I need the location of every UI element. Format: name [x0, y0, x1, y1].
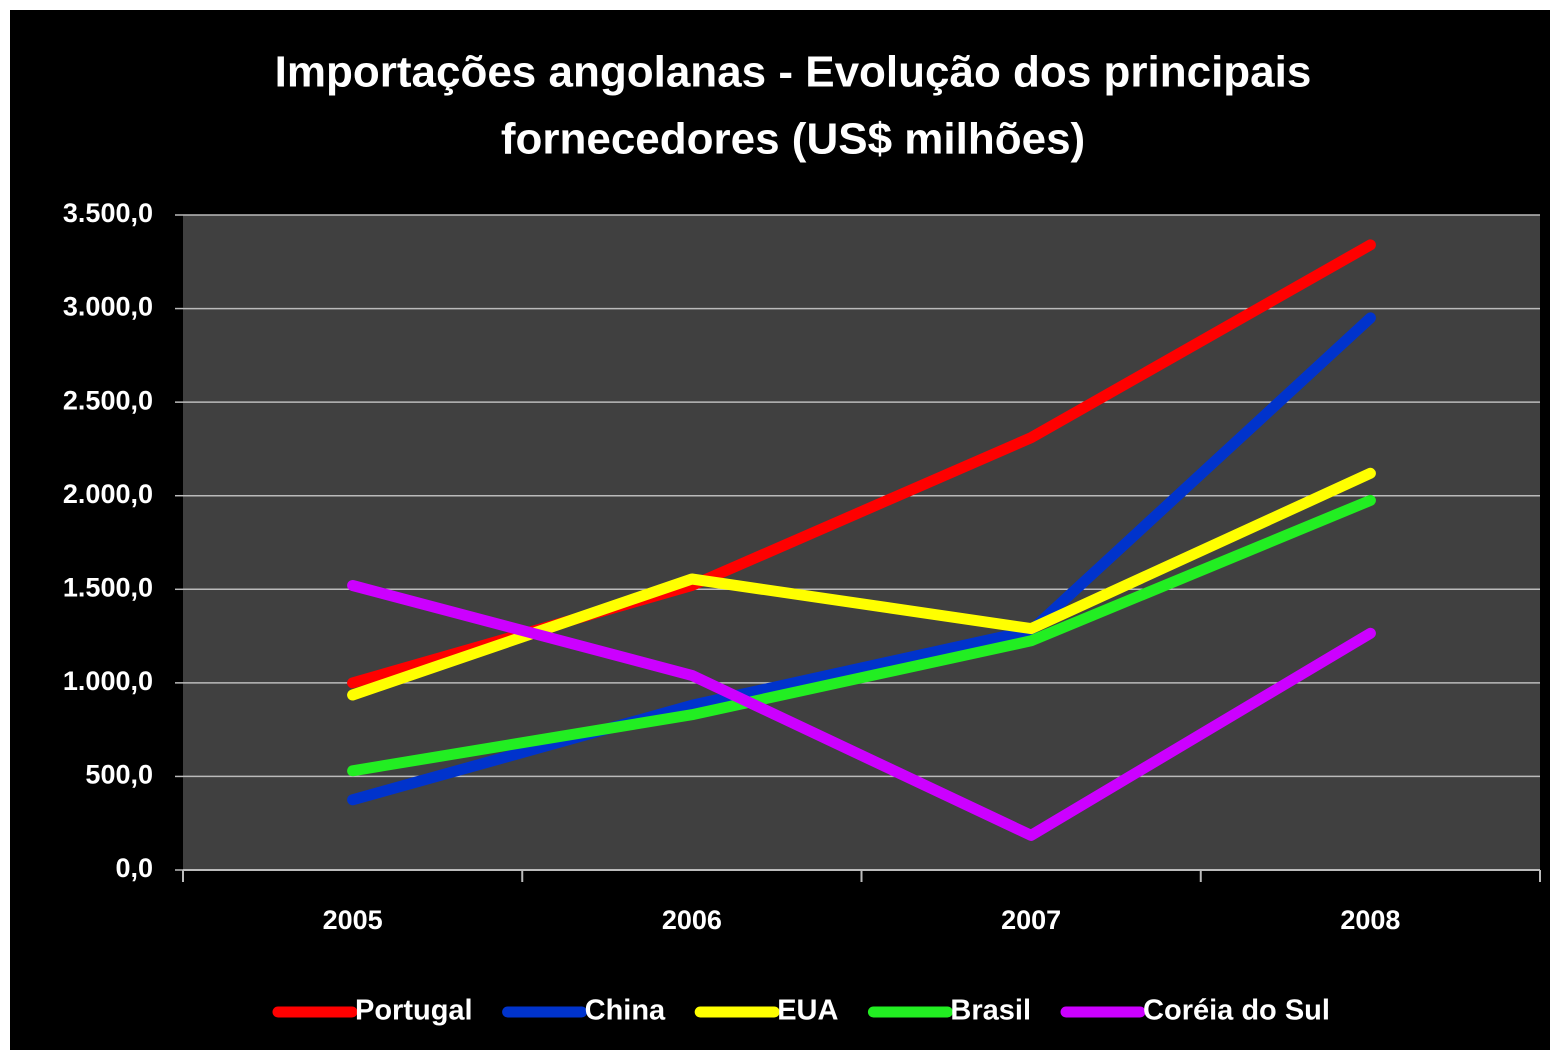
chart-title: Importações angolanas - Evolução dos pri…	[275, 48, 1312, 97]
x-tick-label: 2006	[662, 905, 722, 935]
y-tick-label: 3.500,0	[63, 198, 153, 228]
plot-area	[183, 215, 1540, 870]
legend-label: China	[585, 995, 666, 1027]
x-tick-label: 2008	[1340, 905, 1400, 935]
series-line	[347, 580, 1376, 841]
legend-label: EUA	[777, 995, 838, 1027]
y-tick-label: 1.000,0	[63, 666, 153, 696]
x-tick-label: 2007	[1001, 905, 1061, 935]
chart-title: fornecedores (US$ milhões)	[501, 115, 1085, 164]
x-tick-label: 2005	[323, 905, 383, 935]
legend-label: Portugal	[355, 995, 473, 1027]
series-line	[347, 467, 1376, 701]
series-line	[347, 494, 1376, 777]
series-line	[347, 312, 1376, 806]
y-tick-label: 1.500,0	[63, 572, 153, 602]
y-tick-label: 3.000,0	[63, 292, 153, 322]
y-tick-label: 500,0	[85, 760, 153, 790]
legend-label: Coréia do Sul	[1143, 995, 1330, 1027]
legend-label: Brasil	[950, 995, 1031, 1027]
y-tick-label: 2.500,0	[63, 385, 153, 415]
y-tick-label: 0,0	[115, 853, 153, 883]
y-tick-label: 2.000,0	[63, 479, 153, 509]
